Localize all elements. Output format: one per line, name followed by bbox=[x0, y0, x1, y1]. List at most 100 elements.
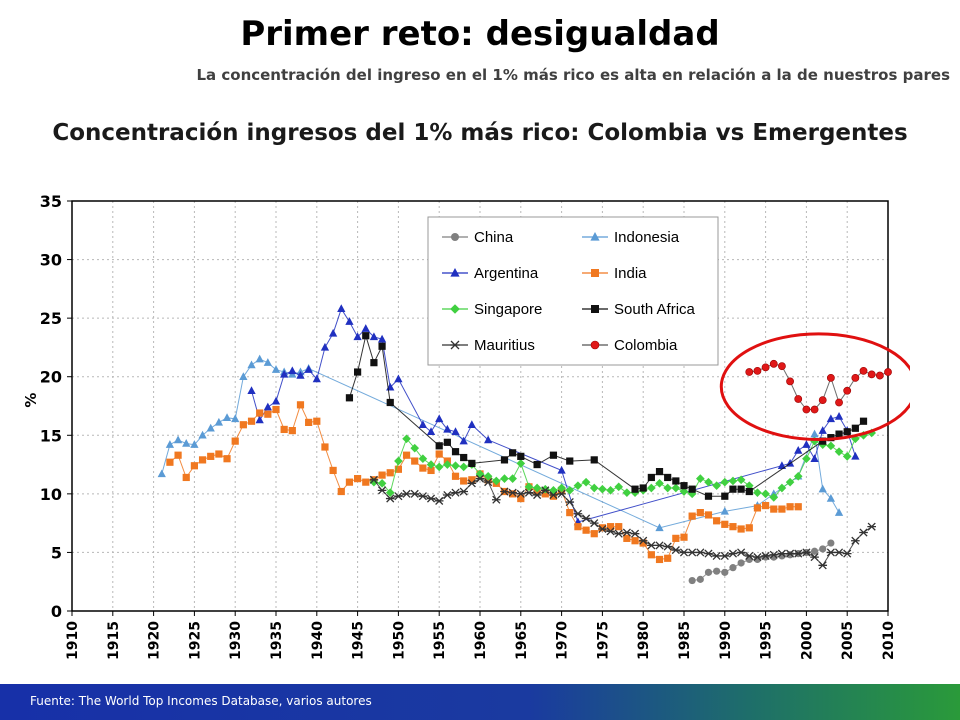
point-indonesia bbox=[239, 372, 248, 380]
point-singapore bbox=[671, 483, 681, 493]
point-mauritius bbox=[826, 548, 836, 557]
point-india bbox=[574, 523, 582, 531]
point-mauritius bbox=[818, 561, 828, 570]
point-argentina bbox=[304, 365, 313, 373]
point-singapore bbox=[802, 454, 811, 464]
axes: 0 5 10 15 20 25 30 35 1910 1915 1920 1925 1930 1935 19… bbox=[22, 192, 897, 660]
point-china bbox=[713, 567, 721, 575]
x-tick-label: 1955 bbox=[432, 621, 448, 660]
legend-label-colombia: Colombia bbox=[614, 337, 678, 354]
point-india bbox=[272, 405, 280, 414]
point-singapore bbox=[720, 477, 730, 487]
point-india bbox=[337, 487, 345, 496]
point-india bbox=[435, 450, 443, 458]
point-mauritius bbox=[802, 548, 811, 557]
point-india bbox=[402, 451, 411, 459]
point-mauritius bbox=[581, 514, 591, 523]
point-argentina bbox=[484, 435, 493, 444]
highlight bbox=[719, 332, 910, 441]
point-mauritius bbox=[532, 490, 542, 500]
point-argentina bbox=[459, 436, 468, 445]
point-colombia bbox=[786, 377, 794, 386]
point-india bbox=[362, 478, 370, 486]
point-mauritius bbox=[834, 548, 844, 557]
series-south-africa bbox=[345, 332, 868, 500]
point-singapore bbox=[385, 488, 395, 498]
point-south-africa bbox=[362, 332, 370, 340]
point-india bbox=[215, 450, 223, 458]
x-tick-label: 1950 bbox=[391, 621, 407, 660]
x-tick-label: 1925 bbox=[187, 621, 203, 660]
point-south-africa bbox=[639, 484, 647, 492]
point-indonesia bbox=[182, 438, 191, 447]
point-mauritius bbox=[704, 549, 713, 558]
point-singapore bbox=[500, 474, 509, 483]
point-singapore bbox=[696, 474, 705, 483]
point-china bbox=[688, 576, 696, 585]
point-india bbox=[354, 475, 362, 483]
point-china bbox=[745, 555, 753, 564]
point-south-africa bbox=[647, 473, 655, 482]
point-south-africa bbox=[443, 438, 451, 446]
point-south-africa bbox=[835, 430, 843, 438]
point-argentina bbox=[255, 415, 264, 424]
point-argentina bbox=[271, 396, 281, 405]
point-singapore bbox=[834, 447, 844, 457]
point-argentina bbox=[337, 304, 346, 313]
point-mauritius bbox=[369, 475, 379, 484]
point-mauritius bbox=[785, 549, 795, 558]
point-colombia bbox=[810, 405, 819, 414]
legend-label-india: India bbox=[614, 265, 647, 282]
point-mauritius bbox=[614, 529, 624, 538]
point-singapore bbox=[418, 454, 428, 464]
point-singapore bbox=[851, 434, 860, 444]
point-south-africa bbox=[859, 417, 868, 425]
point-mauritius bbox=[589, 519, 599, 528]
point-mauritius bbox=[793, 549, 803, 558]
point-singapore bbox=[434, 462, 444, 472]
point-mauritius bbox=[842, 549, 852, 558]
legend: China Indonesia Argentina India Singapore Sou… bbox=[427, 216, 719, 366]
income-concentration-chart: 0 5 10 15 20 25 30 35 1910 1915 1920 1925 1930 1935 19… bbox=[22, 192, 910, 660]
point-singapore bbox=[793, 471, 803, 481]
point-india bbox=[549, 492, 558, 500]
point-south-africa bbox=[721, 492, 729, 500]
y-tick-label: 35 bbox=[40, 192, 62, 211]
point-india bbox=[794, 503, 802, 511]
point-south-africa bbox=[533, 460, 541, 469]
point-argentina bbox=[818, 426, 827, 434]
point-singapore bbox=[663, 483, 672, 493]
point-mauritius bbox=[647, 541, 656, 550]
y-tick-label: 0 bbox=[51, 602, 62, 621]
point-south-africa bbox=[729, 485, 737, 493]
slide-subtitle: La concentración del ingreso en el 1% má… bbox=[196, 66, 950, 84]
point-south-africa bbox=[664, 473, 672, 482]
point-singapore bbox=[581, 477, 591, 487]
point-india bbox=[664, 554, 672, 562]
point-india bbox=[427, 466, 435, 475]
point-singapore bbox=[524, 482, 534, 492]
point-india bbox=[247, 417, 256, 425]
point-colombia bbox=[884, 368, 892, 376]
point-india bbox=[582, 526, 590, 534]
point-south-africa bbox=[460, 453, 468, 462]
x-tick-label: 1995 bbox=[759, 621, 775, 660]
point-india bbox=[623, 534, 631, 542]
point-mauritius bbox=[549, 490, 558, 500]
point-south-africa bbox=[451, 448, 460, 456]
x-tick-label: 1910 bbox=[65, 621, 81, 660]
source-note: Fuente: The World Top Incomes Database, … bbox=[30, 694, 372, 708]
point-mauritius bbox=[744, 551, 754, 561]
point-south-africa bbox=[655, 468, 664, 476]
point-indonesia bbox=[271, 365, 281, 373]
point-mauritius bbox=[540, 486, 550, 495]
point-singapore bbox=[377, 478, 387, 488]
point-indonesia bbox=[720, 506, 729, 515]
y-tick-label: 5 bbox=[51, 543, 62, 562]
point-indonesia bbox=[157, 469, 166, 478]
point-mauritius bbox=[867, 522, 876, 531]
point-south-africa bbox=[590, 456, 598, 464]
point-singapore bbox=[736, 475, 746, 485]
point-argentina bbox=[369, 332, 379, 341]
point-south-africa bbox=[843, 428, 851, 436]
